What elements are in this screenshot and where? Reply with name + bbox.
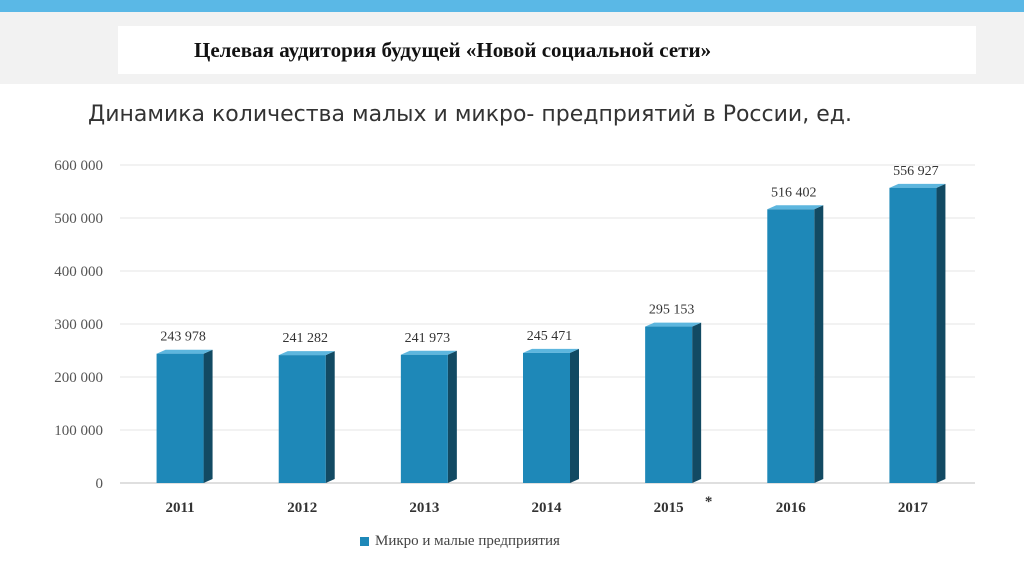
bar-side bbox=[447, 350, 457, 483]
slide-title: Целевая аудитория будущей «Новой социаль… bbox=[194, 37, 712, 62]
data-label: 241 973 bbox=[405, 331, 451, 346]
data-label: 295 153 bbox=[649, 303, 695, 318]
bar-2013 bbox=[400, 354, 448, 483]
x-tick-label: 2016 bbox=[776, 500, 807, 516]
bar-side bbox=[203, 349, 213, 483]
y-tick-label: 600 000 bbox=[54, 158, 103, 174]
bar-side bbox=[692, 322, 702, 483]
bar-side bbox=[936, 183, 946, 484]
y-tick-label: 200 000 bbox=[54, 370, 103, 386]
x-tick-label: 2017 bbox=[898, 500, 929, 516]
data-label: 556 927 bbox=[893, 164, 939, 179]
bar-2014 bbox=[523, 352, 570, 483]
bar-top bbox=[645, 322, 702, 327]
x-tick-label: 2015 bbox=[654, 500, 684, 516]
bar-chart: 0 100 000 200 000 300 000 400 000 500 000 600 … bbox=[54, 158, 975, 516]
bar-top bbox=[400, 350, 457, 355]
legend-label: Микро и малые предприятия bbox=[375, 533, 560, 549]
bar-side bbox=[325, 351, 335, 483]
bar-side bbox=[570, 348, 579, 483]
x-tick-label: 2014 bbox=[532, 500, 563, 516]
bar-2015 bbox=[645, 326, 693, 483]
legend-swatch bbox=[360, 537, 369, 546]
bar-side bbox=[814, 205, 824, 483]
y-tick-label: 400 000 bbox=[54, 264, 103, 280]
chart-title: Динамика количества малых и микро- предп… bbox=[88, 102, 852, 127]
bar-2016 bbox=[767, 209, 815, 483]
y-tick-label: 300 000 bbox=[54, 317, 103, 333]
data-label: 243 978 bbox=[160, 330, 206, 345]
bar-top bbox=[156, 349, 213, 354]
bar-top bbox=[889, 183, 946, 188]
legend: Микро и малые предприятия bbox=[360, 533, 560, 550]
top-accent-bar bbox=[0, 0, 1024, 12]
bar-2012 bbox=[278, 355, 326, 483]
bar-top bbox=[278, 351, 335, 356]
data-label: 241 282 bbox=[282, 331, 328, 346]
asterisk-annotation: * bbox=[705, 494, 713, 510]
y-tick-label: 100 000 bbox=[54, 423, 103, 439]
bar-top bbox=[767, 205, 824, 210]
x-tick-label: 2013 bbox=[409, 500, 439, 516]
bar-2011 bbox=[156, 353, 204, 483]
bar-top bbox=[523, 348, 579, 353]
title-box: Целевая аудитория будущей «Новой социаль… bbox=[118, 26, 976, 74]
x-tick-label: 2012 bbox=[287, 500, 317, 516]
x-tick-label: 2011 bbox=[165, 500, 194, 516]
bar-2017 bbox=[889, 187, 937, 484]
y-tick-label: 0 bbox=[96, 476, 104, 492]
y-tick-label: 500 000 bbox=[54, 211, 103, 227]
data-label: 516 402 bbox=[771, 185, 817, 200]
data-label: 245 471 bbox=[527, 329, 573, 344]
